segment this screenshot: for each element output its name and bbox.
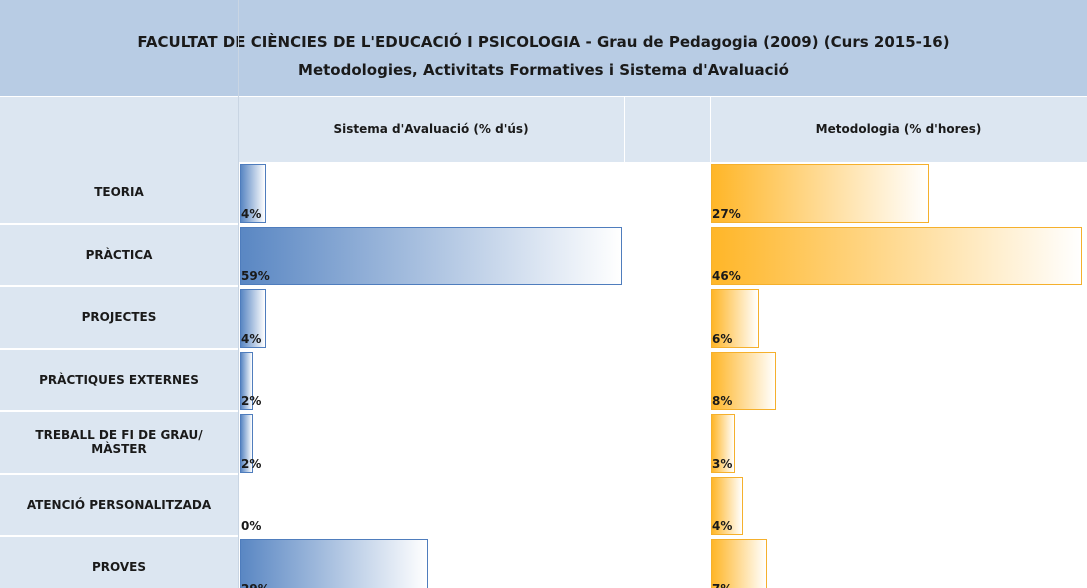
row-label-line: TREBALL DE FI DE GRAU/ [35,428,203,443]
value-label: 29% [241,582,270,588]
column-separator [238,0,239,588]
value-label: 0% [241,519,262,533]
value-label: 2% [241,456,262,471]
row-label-line: PRÀCTIQUES EXTERNES [39,372,199,387]
column-separator [710,97,711,162]
data-bar [711,351,776,410]
data-bar [240,351,253,410]
value-label: 4% [241,206,262,221]
data-bar [711,226,1083,285]
row-label: ATENCIÓ PERSONALITZADA [0,474,238,537]
data-bar [240,164,266,223]
row-label-line: PRÀCTICA [85,247,153,262]
row-label: TREBALL DE FI DE GRAU/MÀSTER [0,412,238,475]
header-band [0,0,1087,97]
value-label: 6% [712,331,733,346]
column-separator [624,97,625,162]
value-label: 8% [712,394,733,408]
data-bar [711,539,768,588]
column-header-band [0,97,1087,162]
data-bar [711,164,929,223]
row-label: PRÀCTICA [0,224,238,287]
row-label-line: PROVES [91,560,147,575]
data-bar [240,414,253,473]
data-bar [240,539,428,588]
value-label: 3% [712,456,733,471]
column-header: Metodologia (% d'hores) [815,122,982,136]
data-bar [240,289,266,348]
value-label: 4% [712,519,733,533]
data-bar [711,289,760,348]
data-bar [240,226,622,285]
row-label-line: PROJECTES [81,310,157,325]
row-label-line: ATENCIÓ PERSONALITZADA [26,497,212,512]
row-label: PROVES [0,537,238,588]
value-label: 7% [712,582,732,588]
value-label: 59% [241,269,270,283]
data-bar [711,414,736,473]
row-label-line: TEORIA [94,185,144,200]
value-label: 46% [712,269,741,283]
row-label: PROJECTES [0,287,238,350]
value-label: 4% [241,331,262,346]
row-label: PRÀCTIQUES EXTERNES [0,349,238,412]
subtitle: Metodologies, Activitats Formatives i Si… [298,61,789,79]
row-label: TEORIA [0,162,238,225]
column-header: Sistema d'Avaluació (% d'ús) [333,122,529,136]
title: FACULTAT DE CIÈNCIES DE L'EDUCACIÓ I PSI… [137,33,950,51]
value-label: 2% [241,394,262,408]
value-label: 27% [712,206,741,221]
row-label-line: MÀSTER [91,442,147,457]
data-bar [711,476,744,535]
